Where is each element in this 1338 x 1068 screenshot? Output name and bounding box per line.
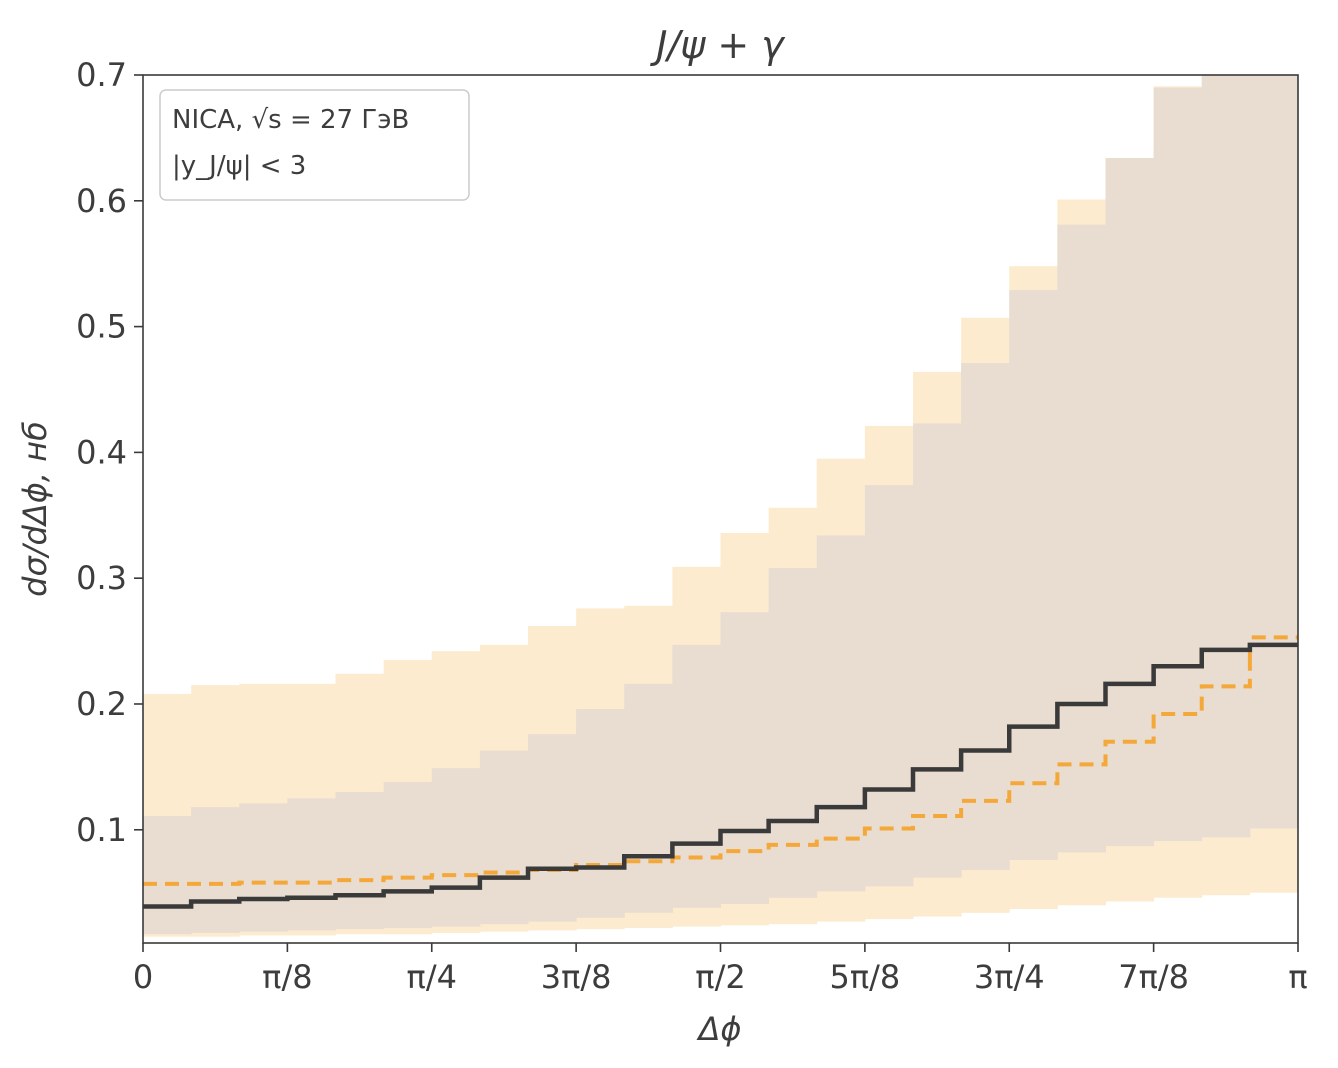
y-tick-label: 0.5 [76,308,127,346]
band-bin-s0-10 [624,683,673,913]
x-tick-label: 5π/8 [829,958,900,996]
x-tick-label: π [1288,958,1307,996]
band-bin-s0-6 [431,768,481,927]
band-bin-s0-0 [143,815,192,935]
band-bin-s0-7 [479,750,529,925]
band-bin-s0-5 [383,781,433,928]
band-bin-s0-16 [913,423,962,878]
band-bin-s0-4 [335,792,385,930]
band-bin-s0-14 [816,535,866,892]
band-bin-s0-3 [287,798,336,931]
band-bin-s0-11 [672,644,721,908]
x-tick-label: π/8 [262,958,312,996]
x-tick-label: 7π/8 [1118,958,1189,996]
band-bin-s0-12 [720,612,770,905]
y-tick-label: 0.2 [76,685,127,723]
x-axis-label: Δϕ [696,1010,742,1048]
y-axis-label: dσ/dΔϕ, нб [16,421,54,597]
band-bin-s0-17 [961,363,1010,871]
y-tick-label: 0.1 [76,811,127,849]
series-line-1 [143,657,1252,886]
x-tick-label: 0 [133,958,153,996]
band-bin-s0-20 [1105,158,1155,847]
band-bin-s0-9 [576,709,625,918]
legend-line-2: |y_J/ψ| < 3 [172,151,306,181]
y-tick-label: 0.4 [76,433,127,471]
band-bin-s0-23 [1249,75,1298,829]
y-tick-label: 0.3 [76,559,127,597]
band-bin-s0-19 [1057,224,1106,853]
x-tick-label: π/4 [407,958,457,996]
x-tick-label: 3π/8 [541,958,612,996]
band-bin-s0-22 [1201,75,1251,838]
band-bin-s0-1 [191,807,240,933]
band-bin-s0-13 [768,568,818,898]
band-bin-s0-15 [864,485,914,887]
band-bin-s0-8 [528,734,577,922]
y-tick-label: 0.6 [76,182,127,220]
series-line-0 [143,642,1298,909]
legend-box: NICA, √s = 27 ГэВ |y_J/ψ| < 3 [159,89,470,201]
band-bin-s0-21 [1153,87,1203,842]
legend-line-1: NICA, √s = 27 ГэВ [172,105,409,135]
band-bin-s0-2 [239,803,288,932]
chart-title: J/ψ + γ [649,23,786,67]
band-bin-s0-18 [1009,290,1058,860]
x-tick-label: π/2 [695,958,745,996]
y-tick-label: 0.7 [76,56,127,94]
x-tick-label: 3π/4 [974,958,1045,996]
